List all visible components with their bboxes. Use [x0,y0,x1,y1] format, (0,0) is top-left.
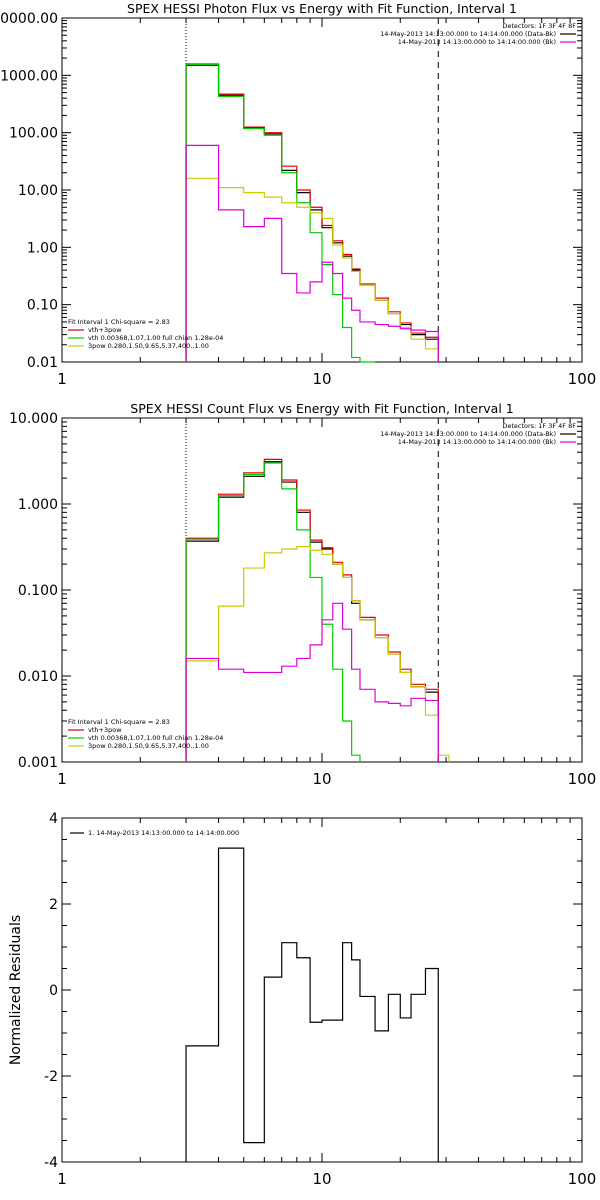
legend-bottom-header: Fit Interval 1 Chi-square = 2.83 [68,718,170,726]
chart-panel-1: 1 10 100 0.001 0.010 0.100 1.000 10.000 SPEX HES… [9,401,596,788]
legend-entry: 1. 14-May-2013 14:13:00.000 to 14:14:00.… [88,829,239,837]
y-axis-label: Normalized Residuals [8,915,24,1065]
legend-bottom-entry: vth+3pow [88,726,122,734]
x-tick-label: 1 [57,1170,67,1188]
x-tick-label: 1 [57,770,67,788]
legend-bottom-entry: vth+3pow [88,326,122,334]
series-vth-line [185,63,376,363]
y-tick-label: 100.00 [9,126,58,142]
y-tick-label: 0.100 [18,583,58,599]
y-tick-label: 4 [49,811,58,827]
y-tick-label: -2 [44,1069,58,1085]
y-tick-label: 1.00 [27,240,58,256]
series-3pow-line [185,545,450,762]
legend-top-entry: 14-May-2013 14:13:00.000 to 14:14:00.000… [398,38,556,46]
y-tick-label: 10.00 [18,183,58,199]
x-tick-label: 10 [312,370,331,388]
series-vth-3pow-line [185,458,439,762]
y-tick-label: 0.10 [27,298,58,314]
x-tick-label: 10 [312,770,331,788]
x-tick-label: 100 [568,370,597,388]
series-bk-line [185,144,439,362]
x-tick-label: 100 [568,770,597,788]
legend-bottom-entry: vth 0.00368,1.07,1.00 full chian 1.28e-0… [88,734,223,742]
x-tick-label: 10 [312,1170,331,1188]
chart-title: SPEX HESSI Photon Flux vs Energy with Fi… [127,1,517,16]
chart-title: SPEX HESSI Count Flux vs Energy with Fit… [130,401,513,416]
series-data-bk-line [185,461,439,762]
legend-top-entry: 14-May-2013 14:13:00.000 to 14:14:00.000… [398,438,556,446]
chart-panel-2: 1 10 100 -4 -2 0 2 4 Normalized Residuals 1. 14-M… [8,811,596,1188]
legend-bottom-entry: 3pow 0.280,1.50,9.65,5.37,400.,1.00 [88,342,209,350]
plot-frame [61,17,583,363]
legend-bottom-header: Fit Interval 1 Chi-square = 2.83 [68,318,170,326]
legend-top-entry: 14-May-2013 14:13:00.000 to 14:14:00.000… [380,30,556,38]
series-1-14-may-2013-14-13-00-000-to-14-14-00-000-line [185,847,439,1162]
y-tick-label: 1.000 [18,497,58,513]
y-tick-label: 1000.00 [0,68,58,84]
plot-frame [61,817,583,1163]
y-tick-label: 0.010 [18,669,58,685]
y-tick-label: 10.000 [9,411,58,427]
y-tick-label: 0 [49,983,58,999]
series-bk-line [185,602,439,762]
series-vth-3pow-line [185,63,439,362]
legend-top-header: Detectors: 1F 3F 4F 8F [502,422,576,430]
legend-bottom-entry: vth 0.00368,1.07,1.00 full chian 1.28e-0… [88,334,223,342]
chart-panel-0: 1 10 100 0.01 0.10 1.00 10.00 100.00 1000.00 1000… [0,1,596,388]
series-vth-line [185,462,361,762]
x-tick-label: 100 [568,1170,597,1188]
legend-top-entry: 14-May-2013 14:13:00.000 to 14:14:00.000… [380,430,556,438]
legend-top-header: Detectors: 1F 3F 4F 8F [502,22,576,30]
y-tick-label: -4 [44,1155,58,1171]
legend-bottom-entry: 3pow 0.280,1.50,9.65,5.37,400.,1.00 [88,742,209,750]
y-tick-label: 10000.00 [0,11,58,27]
y-tick-label: 0.01 [27,355,58,371]
series-3pow-line [185,177,439,362]
y-tick-label: 0.001 [18,755,58,771]
x-tick-label: 1 [57,370,67,388]
y-tick-label: 2 [49,897,58,913]
